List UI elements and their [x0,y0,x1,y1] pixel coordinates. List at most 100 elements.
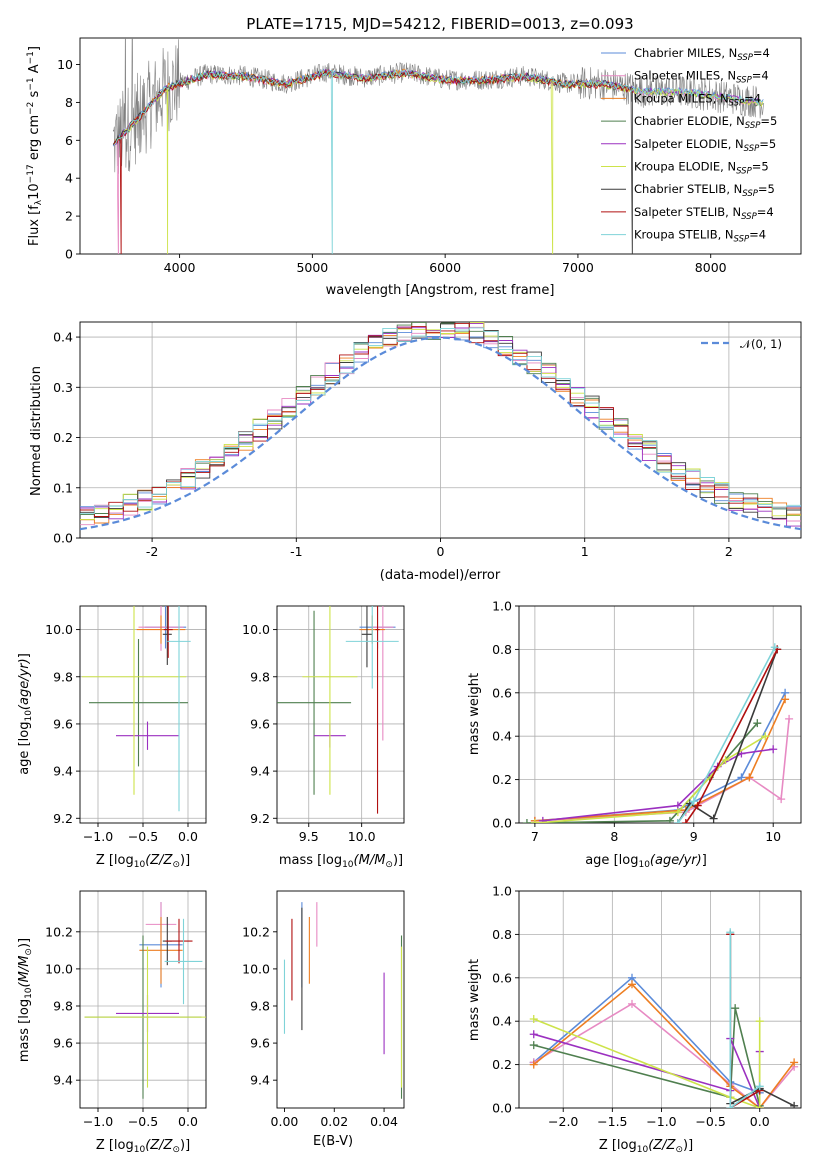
y-tick-label: 4 [65,171,73,186]
x-tick-label: 0.04 [370,1114,398,1129]
y-tick-label: 10.0 [242,622,270,637]
legend-entry: Chabrier ELODIE, NSSP=5 [634,114,777,131]
mass-weight-marker [755,1017,764,1026]
mass-weight-line [526,722,758,823]
x-tick-label: 7000 [562,260,594,275]
y-tick-label: 0.1 [53,480,73,495]
z-xlabel-weight: Z [log10(Z/Z⊙)] [599,1138,693,1155]
mass-weight-line [534,692,786,822]
axes-frame [276,890,405,1109]
mass-weight-line [534,698,786,822]
legend-subscript: SSP [744,144,760,154]
mass-weight-marker [761,732,770,741]
mass-weight-marker [785,714,794,723]
y-tick-label: 0.0 [53,531,73,546]
model-spectrum-line [114,69,764,254]
mass-weight-line [677,649,778,823]
y-tick-label: 0.4 [53,330,73,345]
legend-suffix: =5 [758,182,775,196]
residual-histogram-panel: -2 -1 0 1 2 0.0 0.1 0.2 0.3 0.4 𝒩(0, 1) [53,321,802,559]
mass-weight-marker [673,819,682,823]
mass-weight-marker [673,808,682,817]
mass-weight-marker [781,695,790,704]
plot-area [283,902,403,1099]
x-tick-label: −2.0 [548,1114,578,1129]
x-tick-label: 0 [437,544,445,559]
legend-suffix: =4 [757,205,774,219]
x-tick-label: 10 [765,829,781,844]
svg-text:age [log10(age/yr)]: age [log10(age/yr)] [585,853,707,870]
spectrum-xlabel: wavelength [Angstrom, rest frame] [326,283,555,298]
histogram-step-line [80,327,801,515]
mass-weight-line [729,932,761,1108]
y-tick-label: 6 [65,133,73,148]
y-tick-label: 0.2 [492,772,512,787]
y-tick-label: 1.0 [492,599,512,614]
mass-weight-line [533,1018,761,1108]
mass-weight-line [533,1008,761,1106]
legend-entry: Chabrier STELIB, NSSP=5 [634,182,775,199]
mass-vs-ebv-panel: 0.00 0.02 0.04 9.4 9.6 9.8 10.0 10.2 [242,890,405,1129]
x-tick-label: −0.5 [695,1114,725,1129]
mass-weight-marker [790,1101,799,1108]
mass-weight-marker [790,1058,799,1067]
y-tick-label: 0.0 [492,816,512,831]
mass-weight-marker [745,773,754,782]
y-tick-label: 1.0 [492,884,512,899]
y-tick-label: 9.8 [53,669,73,684]
y-tick-label: 10.2 [242,924,270,939]
plot-area [277,606,399,814]
plot-area [522,643,794,823]
mass-weight-marker [726,928,735,937]
axes-frame [79,37,802,255]
x-tick-label: 6000 [429,260,461,275]
legend-suffix: =5 [752,160,769,174]
axes-frame [276,605,405,824]
x-tick-label: −1.5 [597,1114,627,1129]
x-tick-label: 0.0 [178,829,198,844]
svg-text:mass [log10(M/M⊙)]: mass [log10(M/M⊙)] [279,853,403,870]
histogram-ylabel: Normed distribution [29,366,44,496]
y-tick-label: 10.0 [45,622,73,637]
x-tick-label: −0.5 [128,1114,158,1129]
mass-weight-Z-ylabel: mass weight [467,959,482,1041]
x-tick-label: 10.0 [348,829,376,844]
y-tick-label: 10.0 [242,961,270,976]
mass-weight-marker [693,801,702,810]
legend-suffix: =4 [752,69,769,83]
y-tick-label: 9.8 [53,998,73,1013]
mass-weight-marker [770,643,779,652]
y-tick-label: 0.6 [492,970,512,985]
legend-entry: Kroupa ELODIE, NSSP=5 [634,160,769,177]
age-xlabel: age [log10(age/yr)] [585,853,707,870]
legend-suffix: =5 [760,114,777,128]
x-tick-label: 9.5 [299,829,319,844]
mass-weight-marker [709,814,718,823]
legend-entry: Salpeter STELIB, NSSP=4 [634,205,774,222]
normal-reference-curve [80,336,801,531]
y-tick-label: 9.8 [250,998,270,1013]
age-vs-mass-panel: 9.5 10.0 9.2 9.4 9.6 9.8 10.0 [242,605,405,844]
spectrum-panel: 4000 5000 6000 7000 8000 0 2 4 6 8 10 Chabrier MILE… [57,37,802,275]
x-tick-label: 8000 [695,260,727,275]
mass-weight-marker [731,1004,740,1013]
y-tick-label: 0.0 [492,1101,512,1116]
y-tick-label: 10 [57,57,73,72]
y-tick-label: 9.4 [250,764,270,779]
model-spectrum-line [113,69,634,254]
svg-text:Flux [fλ10−17 erg cm−2 s−1 A−1: Flux [fλ10−17 erg cm−2 s−1 A−1] [26,46,44,246]
axes-frame [518,890,802,1109]
y-tick-label: 9.4 [53,1073,73,1088]
mass-vs-metallicity-panel: −1.0 −0.5 0.0 9.4 9.6 9.8 10.0 10.2 [45,890,207,1129]
plot-area [529,928,799,1108]
y-tick-label: 9.6 [250,716,270,731]
mass-weight-marker [538,816,547,823]
legend-subscript: SSP [734,235,750,245]
mass-weight-marker [755,1104,764,1108]
mass-weight-marker [627,999,636,1008]
y-tick-label: 10.0 [45,961,73,976]
x-tick-label: 7 [531,829,539,844]
axes-frame [518,605,802,824]
plot-area [81,606,191,812]
